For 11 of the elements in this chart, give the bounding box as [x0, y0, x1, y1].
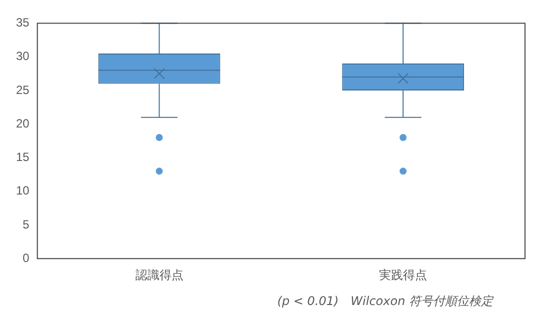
- y-tick-label: 35: [16, 16, 30, 30]
- y-tick-label: 10: [16, 184, 30, 198]
- y-tick-label: 25: [16, 82, 30, 97]
- x-tick-label: 実践得点: [379, 268, 428, 282]
- y-tick-label: 5: [22, 217, 30, 232]
- y-tick-label: 30: [16, 49, 30, 64]
- y-tick-label: 15: [16, 150, 30, 164]
- x-tick-label: 認識得点: [135, 268, 184, 282]
- text: (p < 0.01) Wilcoxon 符号付順位検定: [276, 293, 495, 310]
- y-tick-label: 0: [22, 250, 30, 265]
- y-tick-label: 20: [16, 116, 30, 130]
